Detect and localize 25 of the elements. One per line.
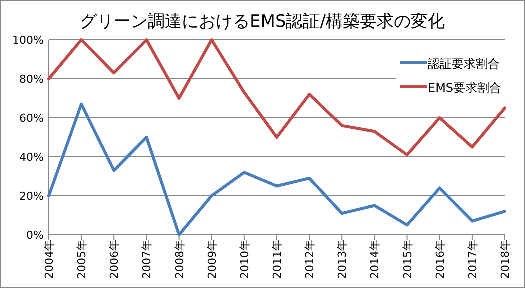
y-tick-label: 80%: [20, 73, 44, 86]
x-tick-label: 2014年: [368, 240, 382, 279]
x-tick-label: 2010年: [238, 240, 252, 279]
x-tick-label: 2008年: [173, 240, 186, 279]
legend-label: EMS要求割合: [428, 81, 502, 95]
x-tick-label: 2012年: [304, 240, 317, 279]
x-tick-label: 2004年: [43, 240, 56, 279]
y-tick-label: 40%: [20, 151, 44, 164]
x-tick-label: 2015年: [401, 240, 414, 279]
x-tick-label: 2006年: [108, 240, 122, 279]
y-tick-label: 20%: [20, 190, 44, 203]
x-tick-label: 2011年: [271, 240, 284, 279]
y-tick-label: 0%: [26, 229, 44, 242]
y-tick-label: 100%: [12, 34, 44, 47]
x-tick-label: 2017年: [466, 240, 480, 279]
x-tick-label: 2007年: [140, 240, 154, 279]
x-tick-label: 2016年: [434, 240, 447, 279]
y-tick-label: 60%: [20, 112, 44, 125]
x-tick-label: 2013年: [336, 240, 350, 279]
line-series: [48, 102, 506, 236]
chart-title: グリーン調達におけるEMS認証/構築要求の変化: [80, 12, 445, 32]
x-tick-label: 2009年: [206, 240, 219, 279]
x-tick-label: 2018年: [499, 240, 512, 279]
x-tick-label: 2005年: [76, 240, 89, 279]
legend-label: 認証要求割合: [428, 57, 500, 71]
